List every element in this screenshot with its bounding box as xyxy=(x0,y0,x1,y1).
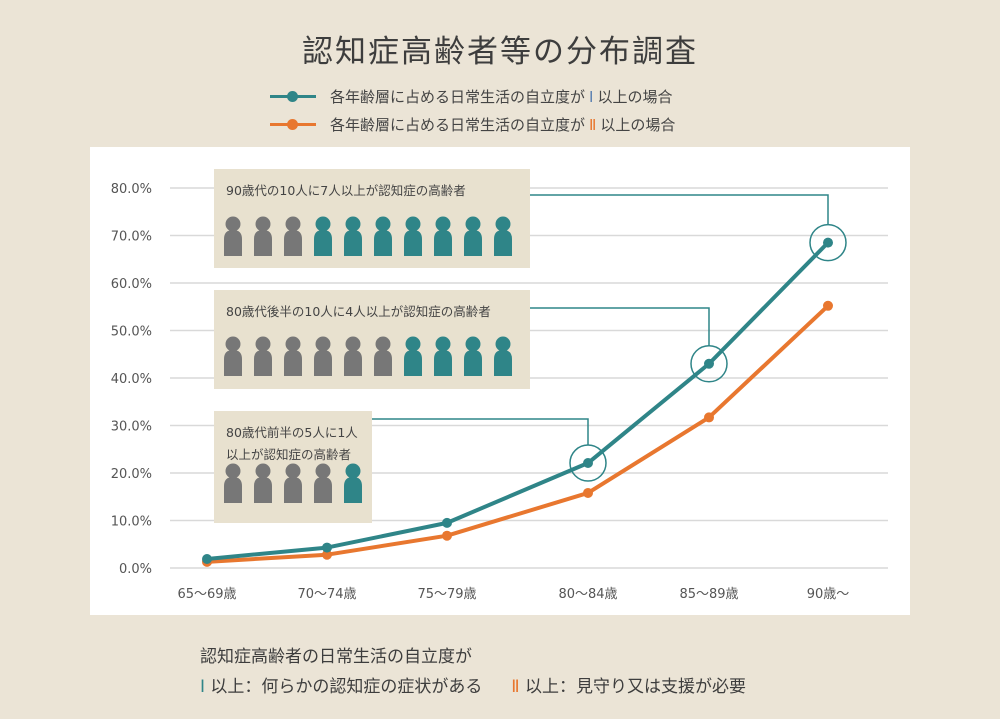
y-tick-label: 10.0% xyxy=(111,515,152,530)
y-tick-label: 20.0% xyxy=(111,467,152,482)
person-icon xyxy=(434,216,452,256)
data-point xyxy=(583,487,593,498)
person-icon xyxy=(464,216,482,256)
line-chart: 0.0% 10.0% 20.0% 30.0% 40.0% 50.0% 60.0% 70.0% 8… xyxy=(111,169,888,602)
person-icon xyxy=(284,216,302,256)
data-point xyxy=(823,237,833,248)
highlight-ring xyxy=(809,223,847,262)
person-icon xyxy=(344,463,362,503)
person-icon xyxy=(314,336,332,376)
person-icon xyxy=(344,216,362,256)
legend-line-teal xyxy=(270,91,316,102)
person-icon xyxy=(464,336,482,376)
person-icon xyxy=(224,216,242,256)
person-icon xyxy=(494,216,512,256)
y-tick-label: 60.0% xyxy=(111,277,152,292)
person-icon xyxy=(344,336,362,376)
person-icon xyxy=(494,336,512,376)
footer-item-1: 以上：何らかの認知症の症状がある xyxy=(210,677,483,697)
x-tick-label: 90歳～ xyxy=(807,587,850,602)
y-tick-label: 40.0% xyxy=(111,372,152,387)
x-tick-label: 65～69歳 xyxy=(177,587,236,602)
person-icon xyxy=(284,336,302,376)
footer-heading: 認知症高齢者の日常生活の自立度が xyxy=(200,647,472,667)
annotation-connector xyxy=(530,194,829,225)
legend-item-level1: 各年齢層に占める日常生活の自立度が Ⅰ 以上の場合 xyxy=(270,86,672,107)
person-icon xyxy=(254,216,272,256)
data-point xyxy=(202,553,212,564)
person-icon xyxy=(374,216,392,256)
person-icon xyxy=(254,336,272,376)
legend-suffix: 以上の場合 xyxy=(597,88,673,106)
legend-mark: Ⅰ xyxy=(589,87,594,106)
person-icon xyxy=(434,336,452,376)
person-icon xyxy=(254,463,272,503)
series-line xyxy=(206,304,830,564)
highlight-ring xyxy=(569,444,607,482)
person-icon xyxy=(224,463,242,503)
annotation-text: 80歳代前半の5人に1人 xyxy=(226,425,358,440)
y-tick-label: 30.0% xyxy=(111,420,152,435)
data-point xyxy=(583,458,593,469)
footer-item-2: 以上：見守り又は支援が必要 xyxy=(525,677,747,697)
legend-prefix: 各年齢層に占める日常生活の自立度が xyxy=(330,88,586,106)
data-point xyxy=(442,530,452,541)
annotation-text: 90歳代の10人に7人以上が認知症の高齢者 xyxy=(226,183,466,198)
chart-panel: 0.0% 10.0% 20.0% 30.0% 40.0% 50.0% 60.0% 70.0% 8… xyxy=(90,147,910,615)
person-icon xyxy=(314,216,332,256)
footer-mark-2: Ⅱ xyxy=(511,677,520,697)
x-tick-label: 80～84歳 xyxy=(558,587,617,602)
y-tick-label: 0.0% xyxy=(119,562,152,577)
data-point xyxy=(823,300,833,311)
data-point xyxy=(322,542,332,553)
person-icon xyxy=(404,336,422,376)
x-tick-label: 75～79歳 xyxy=(417,587,476,602)
x-tick-label: 85～89歳 xyxy=(679,587,738,602)
annotation-connector xyxy=(372,418,589,446)
data-point xyxy=(442,517,452,528)
data-point xyxy=(704,358,714,369)
footer-mark-1: Ⅰ xyxy=(200,677,206,697)
y-tick-label: 70.0% xyxy=(111,230,152,245)
footer-definitions: Ⅰ 以上：何らかの認知症の症状がある Ⅱ 以上：見守り又は支援が必要 xyxy=(200,672,746,697)
annotation-text: 80歳代後半の10人に4人以上が認知症の高齢者 xyxy=(226,304,491,319)
x-tick-label: 70～74歳 xyxy=(297,587,356,602)
series-line xyxy=(206,241,830,561)
legend-line-orange xyxy=(270,119,316,130)
legend-prefix: 各年齢層に占める日常生活の自立度が xyxy=(330,116,586,134)
annotation-text: 以上が認知症の高齢者 xyxy=(226,447,351,462)
data-point xyxy=(704,412,714,423)
legend-mark: Ⅱ xyxy=(589,115,597,134)
annotation-connector xyxy=(530,307,710,346)
person-icon xyxy=(284,463,302,503)
y-tick-label: 80.0% xyxy=(111,182,152,197)
legend-suffix: 以上の場合 xyxy=(600,116,676,134)
person-icon xyxy=(224,336,242,376)
page-title: 認知症高齢者等の分布調査 xyxy=(302,34,698,70)
person-icon xyxy=(374,336,392,376)
highlight-ring xyxy=(690,345,728,383)
y-tick-label: 50.0% xyxy=(111,325,152,340)
data-point xyxy=(322,549,332,560)
person-icon xyxy=(404,216,422,256)
person-icon xyxy=(314,463,332,503)
legend-item-level2: 各年齢層に占める日常生活の自立度が Ⅱ 以上の場合 xyxy=(270,114,675,135)
